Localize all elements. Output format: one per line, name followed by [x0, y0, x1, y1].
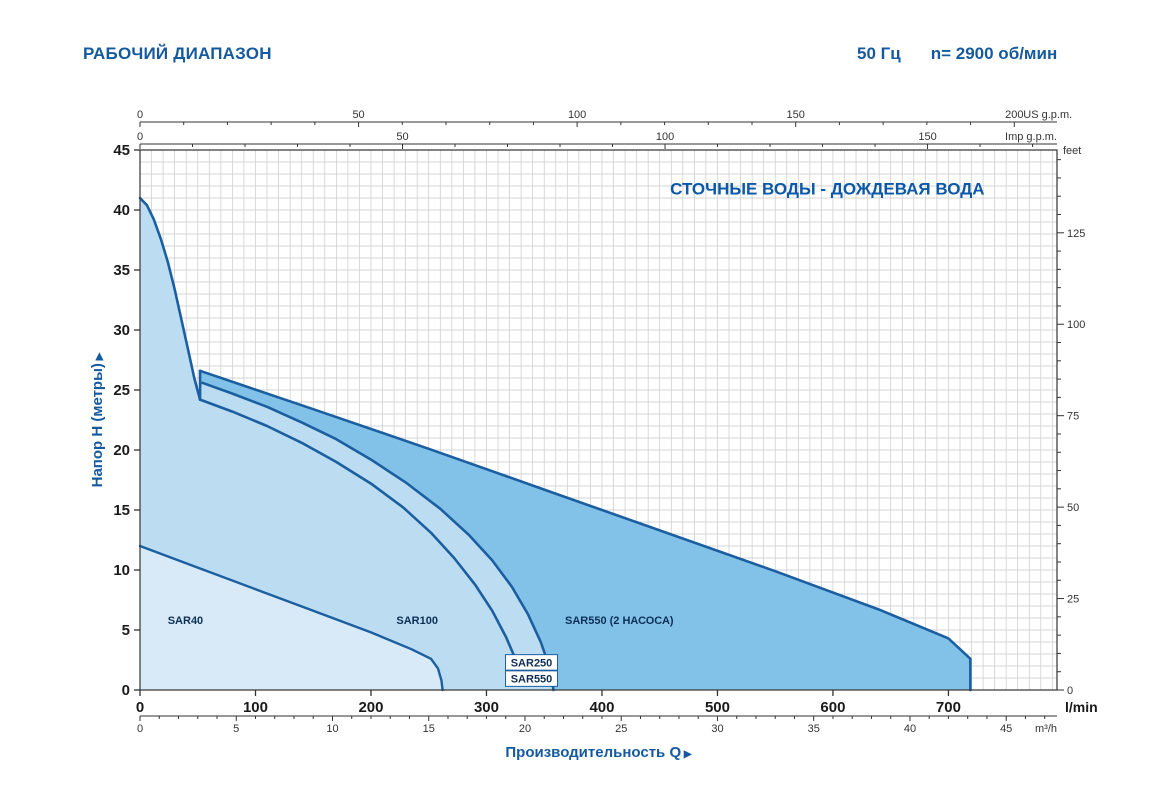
frame	[139, 149, 1058, 691]
svg-text:30: 30	[711, 723, 723, 735]
svg-text:75: 75	[1067, 411, 1079, 423]
svg-text:m³/h: m³/h	[1035, 723, 1057, 735]
svg-text:40: 40	[904, 723, 916, 735]
svg-text:150: 150	[787, 109, 805, 121]
label-sar550: SAR550	[511, 674, 553, 686]
svg-text:35: 35	[113, 262, 130, 279]
svg-text:200: 200	[1005, 109, 1023, 121]
svg-text:20: 20	[519, 723, 531, 735]
svg-text:20: 20	[113, 442, 130, 459]
svg-text:0: 0	[1067, 685, 1073, 697]
svg-text:600: 600	[820, 699, 845, 716]
svg-text:US g.p.m.: US g.p.m.	[1023, 109, 1072, 121]
svg-text:300: 300	[474, 699, 499, 716]
svg-text:25: 25	[615, 723, 627, 735]
svg-text:100: 100	[656, 131, 674, 143]
svg-text:15: 15	[113, 502, 130, 519]
region-sar40	[140, 546, 443, 690]
label-box-sar250	[505, 654, 559, 671]
curve-sar40-limit	[138, 544, 444, 692]
svg-text:150: 150	[918, 131, 936, 143]
regions	[140, 198, 971, 690]
svg-text:10: 10	[113, 562, 130, 579]
svg-text:50: 50	[396, 131, 408, 143]
svg-text:45: 45	[1000, 723, 1012, 735]
header-specs: 50 Гц n= 2900 об/мин	[857, 44, 1057, 64]
svg-text:45: 45	[113, 142, 130, 159]
svg-text:0: 0	[137, 723, 143, 735]
svg-text:0: 0	[136, 699, 144, 716]
svg-text:Imp g.p.m.: Imp g.p.m.	[1005, 131, 1057, 143]
svg-text:5: 5	[233, 723, 239, 735]
svg-text:0: 0	[122, 682, 130, 699]
svg-text:50: 50	[352, 109, 364, 121]
label--: СТОЧНЫЕ ВОДЫ - ДОЖДЕВАЯ ВОДА	[670, 179, 985, 198]
axis-titles: Производительность Q ▶ Напор H (метры) ▶	[89, 351, 693, 761]
svg-text:100: 100	[1067, 319, 1085, 331]
page-title: РАБОЧИЙ ДИАПАЗОН	[83, 44, 272, 63]
svg-text:0: 0	[137, 109, 143, 121]
svg-text:30: 30	[113, 322, 130, 339]
svg-text:35: 35	[808, 723, 820, 735]
svg-text:15: 15	[423, 723, 435, 735]
axes: 0 100 200 300 400 500 600 700 l/min0510152025303…	[113, 109, 1097, 735]
svg-text:200: 200	[358, 699, 383, 716]
svg-text:700: 700	[936, 699, 961, 716]
region-sar100-envelope	[140, 198, 554, 690]
speed-label: n= 2900 об/мин	[930, 44, 1058, 63]
svg-text:0: 0	[137, 131, 143, 143]
svg-text:l/min: l/min	[1065, 699, 1098, 715]
label-sar550-2-: SAR550 (2 НАСОСА)	[565, 615, 674, 627]
svg-text:5: 5	[122, 622, 130, 639]
svg-text:500: 500	[705, 699, 730, 716]
region-sar550-two-pumps	[200, 370, 971, 690]
svg-text:40: 40	[113, 202, 130, 219]
curve-two-pump-envelope-top	[198, 369, 972, 692]
svg-text:10: 10	[326, 723, 338, 735]
y-axis-title: Напор H (метры) ▶	[89, 351, 106, 487]
curve-max-head-left	[138, 196, 202, 401]
curves	[138, 196, 972, 692]
svg-text:100: 100	[568, 109, 586, 121]
label-sar250: SAR250	[511, 657, 553, 669]
frequency-label: 50 Гц	[857, 44, 901, 63]
svg-text:100: 100	[243, 699, 268, 716]
x-axis-title: Производительность Q ▶	[505, 744, 693, 761]
chart-labels: СТОЧНЫЕ ВОДЫ - ДОЖДЕВАЯ ВОДА SAR40 SAR100 S…	[168, 179, 985, 687]
label-box-sar550	[505, 670, 559, 687]
curve-sar550-single	[201, 381, 555, 692]
svg-text:feet: feet	[1063, 145, 1081, 157]
svg-text:125: 125	[1067, 228, 1085, 240]
curve-sar250	[198, 398, 522, 673]
svg-text:400: 400	[589, 699, 614, 716]
label-sar100: SAR100	[396, 615, 438, 627]
svg-text:50: 50	[1067, 502, 1079, 514]
label-sar40: SAR40	[168, 615, 203, 627]
svg-text:25: 25	[1067, 594, 1079, 606]
svg-text:25: 25	[113, 382, 130, 399]
